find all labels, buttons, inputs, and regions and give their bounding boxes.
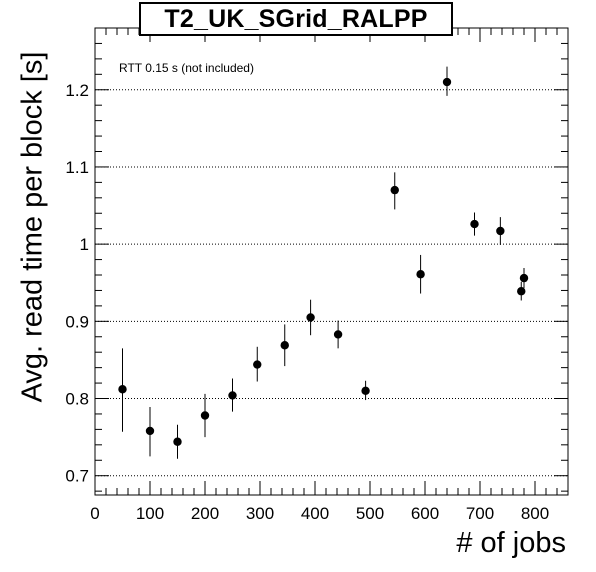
data-point (200, 411, 210, 420)
x-tick-label: 800 (521, 504, 549, 523)
data-point (253, 360, 262, 369)
rtt-annotation: RTT 0.15 s (not included) (119, 61, 254, 75)
error-bars (122, 66, 525, 459)
data-point (470, 219, 479, 229)
data-point (416, 270, 425, 279)
y-axis-label: Avg. read time per block [s] (16, 51, 49, 403)
data-point (173, 437, 182, 446)
y-tick-label: 0.8 (65, 390, 89, 409)
x-tick-label: 700 (466, 504, 494, 523)
x-tick-label: 500 (356, 504, 384, 523)
y-tick-label: 0.9 (65, 312, 89, 331)
grid-lines (95, 89, 568, 477)
data-point (228, 391, 237, 400)
x-tick-label: 0 (90, 504, 99, 523)
y-tick-label: 0.7 (65, 467, 89, 486)
data-point (517, 287, 526, 296)
data-point (333, 330, 343, 339)
data-point (361, 386, 370, 395)
data-point (390, 185, 399, 195)
x-tick-label: 600 (411, 504, 439, 523)
y-tick-labels: 0.7 0.8 0.9 1 1.1 1.2 (65, 81, 89, 486)
data-point (496, 226, 505, 236)
y-tick-label: 1 (80, 235, 89, 254)
data-points (118, 77, 529, 446)
data-point (442, 77, 452, 87)
y-tick-label: 1.2 (65, 81, 89, 100)
x-tick-label: 100 (136, 504, 164, 523)
data-point (306, 313, 315, 322)
x-tick-label: 300 (246, 504, 274, 523)
x-tick-labels: 0 100 200 300 400 500 600 700 800 (90, 504, 549, 523)
x-tick-label: 400 (301, 504, 329, 523)
plot-frame (94, 27, 569, 496)
chart-title: T2_UK_SGrid_RALPP (164, 4, 428, 33)
x-axis-label: # of jobs (456, 527, 566, 559)
data-point (280, 341, 289, 350)
data-point (145, 426, 155, 436)
data-point (118, 385, 127, 394)
chart-title-box: T2_UK_SGrid_RALPP (139, 2, 453, 36)
x-tick-label: 200 (191, 504, 219, 523)
y-tick-label: 1.1 (65, 158, 89, 177)
data-point (519, 273, 529, 283)
axis-ticks (94, 27, 568, 495)
